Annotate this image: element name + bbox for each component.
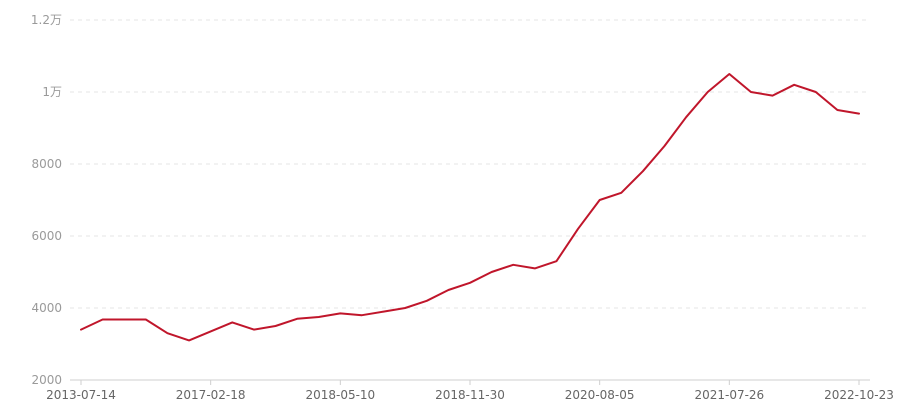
data-point[interactable] (314, 312, 324, 322)
y-axis: 2000 4000 6000 8000 1万 1.2万 (31, 13, 62, 387)
data-point[interactable] (638, 166, 648, 176)
data-point[interactable] (141, 315, 151, 325)
series-layer (76, 69, 864, 345)
data-point[interactable] (76, 325, 86, 335)
data-point[interactable] (292, 314, 302, 324)
data-point[interactable] (487, 267, 497, 277)
x-axis: 2013-07-14 2017-02-18 2018-05-10 2018-11-30… (46, 379, 894, 400)
data-point[interactable] (768, 91, 778, 101)
data-point[interactable] (400, 303, 410, 313)
data-point[interactable] (616, 188, 626, 198)
x-tick-label: 2022-10-23 (824, 388, 894, 400)
data-point[interactable] (206, 326, 216, 336)
gridlines (70, 19, 870, 309)
data-point[interactable] (335, 308, 345, 318)
data-point[interactable] (595, 195, 605, 205)
data-point[interactable] (508, 260, 518, 270)
data-point[interactable] (789, 80, 799, 90)
data-point[interactable] (724, 69, 734, 79)
data-point[interactable] (573, 224, 583, 234)
data-point[interactable] (530, 263, 540, 273)
data-point[interactable] (465, 278, 475, 288)
data-point[interactable] (854, 109, 864, 119)
data-point[interactable] (119, 315, 129, 325)
data-point[interactable] (271, 321, 281, 331)
x-tick-label: 2013-07-14 (46, 388, 116, 400)
x-tick-label: 2020-08-05 (565, 388, 635, 400)
data-point[interactable] (357, 310, 367, 320)
data-point[interactable] (227, 317, 237, 327)
data-point[interactable] (832, 105, 842, 115)
x-tick-label: 2017-02-18 (176, 388, 246, 400)
y-tick-label: 1万 (42, 85, 62, 99)
data-point[interactable] (249, 325, 259, 335)
data-point[interactable] (681, 112, 691, 122)
y-tick-label: 8000 (31, 157, 62, 171)
data-point[interactable] (703, 87, 713, 97)
data-point[interactable] (746, 87, 756, 97)
data-point[interactable] (98, 315, 108, 325)
x-tick-label: 2018-11-30 (435, 388, 505, 400)
data-point[interactable] (811, 87, 821, 97)
y-tick-label: 1.2万 (31, 13, 62, 27)
y-tick-label: 4000 (31, 301, 62, 315)
series-line (80, 73, 860, 342)
data-point[interactable] (162, 328, 172, 338)
data-point[interactable] (443, 285, 453, 295)
data-point[interactable] (422, 296, 432, 306)
data-point[interactable] (379, 307, 389, 317)
data-point[interactable] (660, 141, 670, 151)
data-point[interactable] (184, 335, 194, 345)
x-tick-label: 2018-05-10 (305, 388, 375, 400)
y-tick-label: 2000 (31, 373, 62, 387)
data-point[interactable] (551, 256, 561, 266)
x-tick-label: 2021-07-26 (694, 388, 764, 400)
y-tick-label: 6000 (31, 229, 62, 243)
